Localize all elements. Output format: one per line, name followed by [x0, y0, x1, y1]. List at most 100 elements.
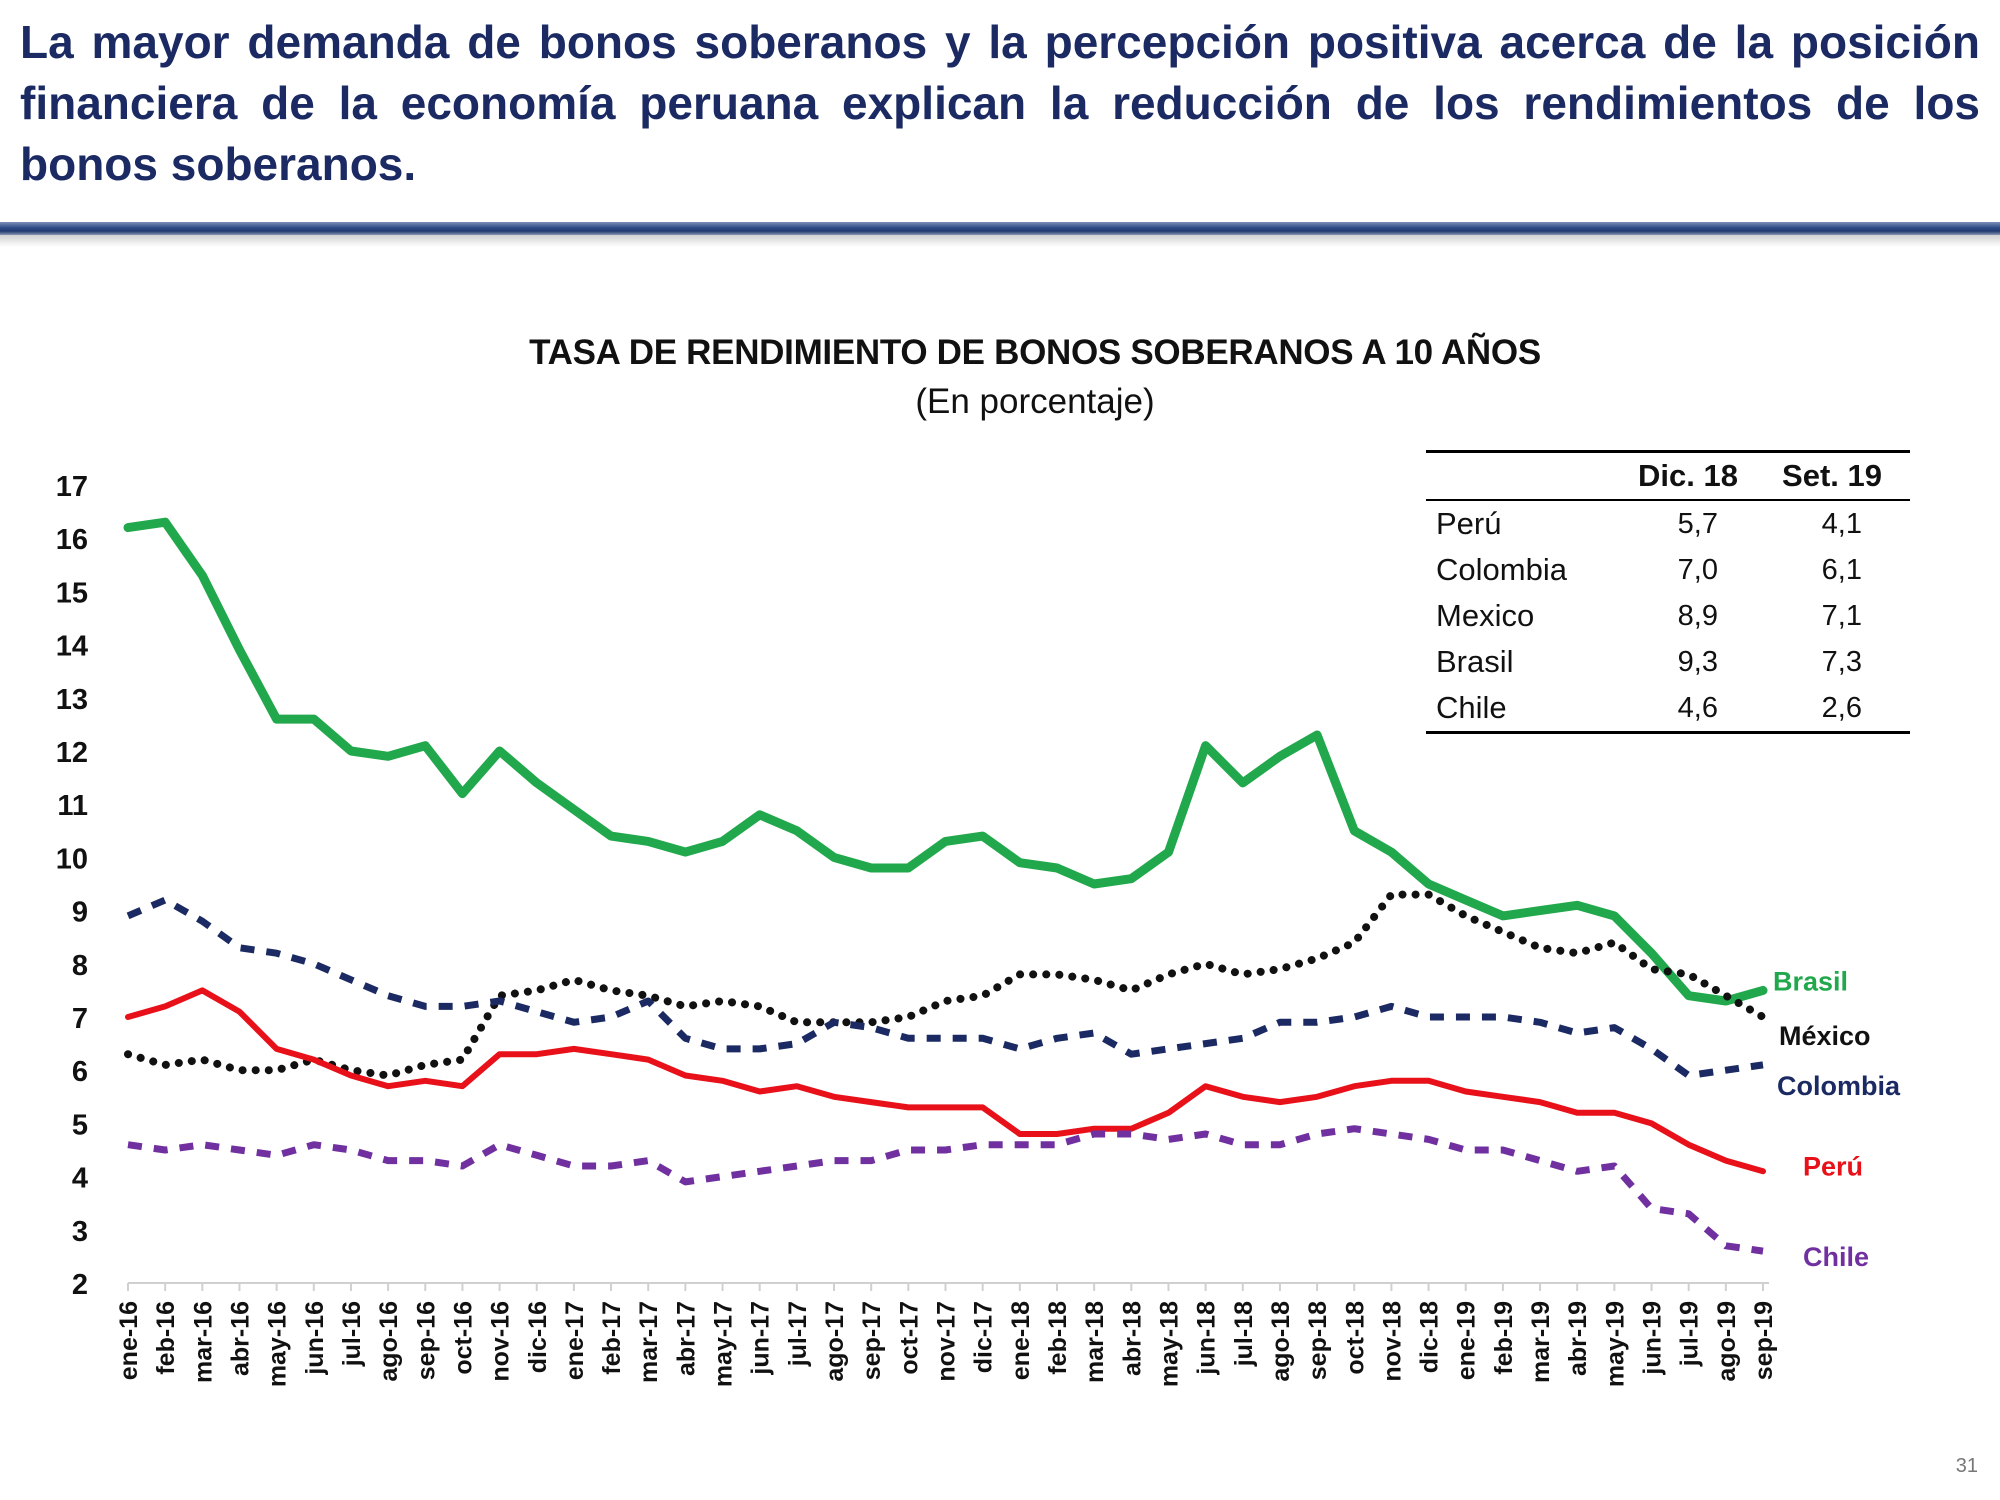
- chart-title: TASA DE RENDIMIENTO DE BONOS SOBERANOS A…: [529, 333, 1541, 372]
- y-tick-label: 13: [56, 684, 88, 716]
- x-tick-label: jun-18: [1193, 1301, 1221, 1376]
- x-tick-label: mar-16: [189, 1301, 217, 1383]
- table-top-rule: [1426, 450, 1910, 453]
- table-header-set19: Set. 19: [1782, 458, 1882, 493]
- table-cell-set19: 6,1: [1821, 554, 1862, 586]
- x-tick-label: jul-17: [784, 1301, 812, 1367]
- table-cell-country: Perú: [1436, 506, 1502, 541]
- series-line-mexico: [124, 890, 1767, 1080]
- table-header-row: Dic. 18 Set. 19: [1426, 453, 1910, 499]
- series-label-chile: Chile: [1803, 1242, 1869, 1272]
- y-tick-label: 8: [72, 950, 88, 982]
- table-bottom-rule: [1426, 731, 1910, 734]
- x-tick-label: abr-18: [1118, 1301, 1146, 1376]
- table-cell-dic18: 7,0: [1677, 554, 1718, 586]
- x-tick-label: jun-16: [301, 1301, 329, 1376]
- x-tick-label: feb-16: [152, 1301, 180, 1375]
- y-tick-label: 11: [57, 790, 88, 822]
- table-cell-set19: 4,1: [1821, 508, 1862, 540]
- table-row: Perú 5,7 4,1: [1426, 501, 1910, 547]
- x-tick-label: ene-16: [115, 1301, 143, 1380]
- table-row: Colombia 7,0 6,1: [1426, 547, 1910, 593]
- y-tick-label: 5: [72, 1109, 88, 1141]
- series-label-peru: Perú: [1803, 1151, 1863, 1181]
- y-tick-label: 4: [72, 1163, 88, 1195]
- page-number: 31: [1955, 1455, 1978, 1477]
- table-cell-dic18: 5,7: [1677, 508, 1718, 540]
- x-tick-label: ene-19: [1453, 1301, 1481, 1380]
- x-tick-label: may-18: [1155, 1301, 1183, 1387]
- x-tick-label: ene-17: [561, 1301, 589, 1380]
- table-cell-set19: 7,1: [1821, 600, 1862, 632]
- x-tick-label: ago-19: [1713, 1301, 1741, 1382]
- y-tick-label: 6: [72, 1056, 88, 1088]
- x-tick-label: sep-19: [1750, 1301, 1778, 1380]
- table-cell-country: Colombia: [1436, 552, 1567, 587]
- y-tick-label: 15: [56, 577, 88, 609]
- slide-header: La mayor demanda de bonos soberanos y la…: [0, 0, 2000, 247]
- table-cell-dic18: 8,9: [1677, 600, 1718, 632]
- x-tick-label: dic-18: [1416, 1301, 1444, 1373]
- x-tick-label: abr-19: [1564, 1301, 1592, 1376]
- table-cell-dic18: 9,3: [1677, 646, 1718, 678]
- series-line-colombia: [126, 896, 1764, 1079]
- x-tick-label: feb-17: [598, 1301, 626, 1375]
- table-row: Brasil 9,3 7,3: [1426, 639, 1910, 685]
- x-tick-label: mar-18: [1081, 1301, 1109, 1383]
- series-line-peru: [125, 987, 1766, 1175]
- x-tick-label: feb-19: [1490, 1301, 1518, 1375]
- x-tick-label: mar-17: [635, 1301, 663, 1383]
- y-tick-label: 17: [56, 471, 88, 503]
- x-tick-label: jun-17: [747, 1301, 775, 1376]
- table-header-rule: [1426, 499, 1910, 501]
- y-tick-label: 10: [56, 843, 88, 875]
- series-line-brasil: [123, 517, 1768, 1006]
- header-rule: [0, 222, 2000, 235]
- series-label-brasil: Brasil: [1773, 966, 1848, 996]
- table-row: Mexico 8,9 7,1: [1426, 593, 1910, 639]
- y-tick-label: 16: [56, 524, 88, 556]
- x-tick-label: sep-18: [1304, 1301, 1332, 1380]
- x-tick-label: mar-19: [1527, 1301, 1555, 1383]
- x-tick-label: ago-18: [1267, 1301, 1295, 1382]
- x-tick-label: jul-16: [338, 1301, 366, 1367]
- x-tick-label: sep-17: [858, 1301, 886, 1380]
- table-cell-set19: 7,3: [1821, 646, 1862, 678]
- x-tick-label: oct-17: [895, 1301, 923, 1375]
- table-row: Chile 4,6 2,6: [1426, 685, 1910, 731]
- x-tick-label: may-16: [264, 1301, 292, 1387]
- y-tick-label: 3: [72, 1216, 88, 1248]
- x-tick-label: abr-17: [672, 1301, 700, 1376]
- y-tick-label: 7: [72, 1003, 88, 1035]
- table-header-dic18: Dic. 18: [1638, 458, 1738, 493]
- x-tick-label: jul-18: [1230, 1301, 1258, 1367]
- x-tick-label: jul-19: [1676, 1301, 1704, 1367]
- x-tick-label: ene-18: [1007, 1301, 1035, 1380]
- headline: La mayor demanda de bonos soberanos y la…: [20, 16, 1980, 190]
- x-tick-label: feb-18: [1044, 1301, 1072, 1375]
- y-tick-label: 9: [72, 897, 88, 929]
- header-shadow: [0, 235, 2000, 247]
- x-tick-label: oct-18: [1341, 1301, 1369, 1375]
- x-tick-label: oct-16: [449, 1301, 477, 1375]
- x-tick-label: nov-16: [487, 1301, 515, 1382]
- x-tick-label: abr-16: [226, 1301, 254, 1376]
- series-label-colombia: Colombia: [1777, 1071, 1901, 1101]
- x-tick-label: ago-17: [821, 1301, 849, 1382]
- table-cell-country: Brasil: [1436, 644, 1514, 679]
- table-cell-set19: 2,6: [1821, 692, 1862, 724]
- table-cell-country: Chile: [1436, 690, 1507, 725]
- x-tick-label: jun-19: [1639, 1301, 1667, 1376]
- y-tick-label: 14: [56, 631, 88, 663]
- x-tick-label: sep-16: [412, 1301, 440, 1380]
- series-label-mexico: México: [1779, 1021, 1871, 1051]
- table-cell-country: Mexico: [1436, 598, 1535, 633]
- x-tick-label: nov-18: [1378, 1301, 1406, 1382]
- table-cell-dic18: 4,6: [1677, 692, 1718, 724]
- x-tick-label: may-17: [710, 1301, 738, 1387]
- summary-table: Dic. 18 Set. 19 Perú 5,7 4,1 Colombia 7,…: [1426, 450, 1910, 734]
- y-tick-label: 2: [72, 1269, 88, 1301]
- y-tick-label: 12: [56, 737, 88, 769]
- x-tick-label: may-19: [1601, 1301, 1629, 1387]
